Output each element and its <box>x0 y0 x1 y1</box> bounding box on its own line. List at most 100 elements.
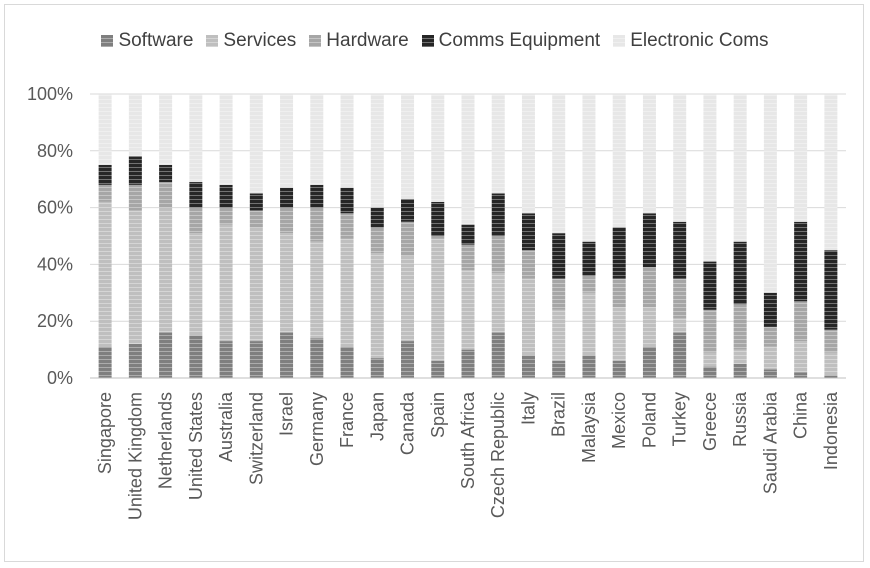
bar-segment-comms-equipment <box>552 233 566 279</box>
bar-segment-services <box>552 309 566 361</box>
bar-segment-services <box>128 210 142 344</box>
bar-segment-software <box>552 360 566 378</box>
legend-label: Hardware <box>326 30 409 51</box>
bar-segment-hardware <box>703 309 717 353</box>
bar-segment-software <box>310 338 324 378</box>
bar-segment-comms-equipment <box>189 182 203 208</box>
legend-item: Electronic Coms <box>613 30 769 52</box>
x-category-label: Spain <box>428 392 448 438</box>
bar-segment-electronic-coms <box>763 94 777 293</box>
bar-segment-software <box>159 332 173 378</box>
bar-segment-electronic-coms <box>128 94 142 157</box>
legend-label: Services <box>223 30 297 51</box>
bar-segment-electronic-coms <box>159 94 173 165</box>
bar-segment-comms-equipment <box>128 156 142 185</box>
bar-segment-comms-equipment <box>159 165 173 183</box>
bar-segment-services <box>98 201 112 347</box>
bar-segment-hardware <box>249 210 263 228</box>
bar-segment-comms-equipment <box>763 292 777 327</box>
bar-segment-hardware <box>824 329 838 353</box>
x-category-label: Israel <box>277 392 297 436</box>
bar-segment-hardware <box>491 236 505 273</box>
x-category-label: Greece <box>700 392 720 451</box>
bar-segment-hardware <box>401 221 415 256</box>
bar-segment-services <box>340 238 354 347</box>
bar-segment-comms-equipment <box>491 193 505 236</box>
bar-segment-software <box>582 355 596 378</box>
bar-segment-electronic-coms <box>552 94 566 234</box>
bar-segment-electronic-coms <box>673 94 687 222</box>
bar-segment-hardware <box>219 207 233 225</box>
bar-segment-hardware <box>612 278 626 307</box>
legend-label: Software <box>118 30 194 51</box>
bar-segment-electronic-coms <box>431 94 445 202</box>
x-category-label: Germany <box>307 392 327 466</box>
x-category-label: Indonesia <box>821 391 841 470</box>
x-category-label: United Kingdom <box>125 392 145 520</box>
x-category-label: China <box>791 391 811 439</box>
bar-segment-services <box>189 233 203 336</box>
legend-item: Services <box>206 30 296 52</box>
bar-segment-comms-equipment <box>280 187 294 208</box>
bar-segment-hardware <box>673 278 687 319</box>
bar-segment-electronic-coms <box>219 94 233 185</box>
bar-segment-software <box>98 346 112 378</box>
legend-item: Comms Equipment <box>421 30 601 52</box>
bar-segment-comms-equipment <box>794 221 808 302</box>
x-category-label: Singapore <box>95 392 115 474</box>
bar-segment-hardware <box>461 244 475 271</box>
bar-segment-software <box>521 355 535 378</box>
bar-segment-comms-equipment <box>461 224 475 245</box>
bar-segment-hardware <box>642 267 656 307</box>
x-category-label: Malaysia <box>579 391 599 463</box>
bar-segment-software <box>642 346 656 378</box>
x-category-label: Mexico <box>609 392 629 449</box>
bar-segment-hardware <box>582 275 596 293</box>
bar-segment-services <box>824 352 838 376</box>
y-tick-label: 0% <box>47 368 73 388</box>
bar-segment-software <box>249 341 263 378</box>
bar-segment-electronic-coms <box>733 94 747 242</box>
bar-segment-hardware <box>310 207 324 242</box>
bar-segment-services <box>491 272 505 333</box>
bar-segment-comms-equipment <box>431 201 445 236</box>
bar-segment-hardware <box>98 184 112 202</box>
bar-segment-hardware <box>340 213 354 239</box>
bar-segment-software <box>340 346 354 378</box>
bar-segment-comms-equipment <box>219 184 233 208</box>
legend-swatch <box>206 35 219 47</box>
legend-swatch <box>309 35 322 47</box>
x-category-label: Turkey <box>670 392 690 446</box>
bar-segment-services <box>310 241 324 339</box>
y-tick-label: 80% <box>37 141 73 161</box>
bar-segment-services <box>763 346 777 370</box>
legend-swatch <box>101 35 114 47</box>
legend-label: Comms Equipment <box>438 30 601 51</box>
legend-label: Electronic Coms <box>630 30 769 51</box>
bar-segment-electronic-coms <box>612 94 626 228</box>
x-category-label: Italy <box>518 392 538 425</box>
y-tick-label: 100% <box>27 84 73 104</box>
bar-segment-software <box>612 360 626 378</box>
bar-segment-comms-equipment <box>249 193 263 211</box>
bar-segment-electronic-coms <box>370 94 384 208</box>
bar-segment-services <box>582 292 596 356</box>
x-category-label: Netherlands <box>156 392 176 489</box>
bar-segment-software <box>280 332 294 378</box>
legend-swatch <box>421 35 434 47</box>
bar-segment-software <box>794 372 808 378</box>
bar-segment-hardware <box>370 227 384 254</box>
bar-segment-comms-equipment <box>310 184 324 208</box>
bar-segment-hardware <box>431 236 445 239</box>
y-tick-label: 20% <box>37 311 73 331</box>
bar-segment-electronic-coms <box>824 94 838 251</box>
x-category-label: Australia <box>216 391 236 462</box>
bar-segment-services <box>431 238 445 361</box>
x-category-label: Switzerland <box>246 392 266 485</box>
x-category-label: Brazil <box>549 392 569 437</box>
x-category-label: Saudi Arabia <box>760 391 780 494</box>
bar-segment-services <box>673 318 687 333</box>
bar-segment-software <box>673 332 687 378</box>
bar-segment-hardware <box>763 326 777 347</box>
